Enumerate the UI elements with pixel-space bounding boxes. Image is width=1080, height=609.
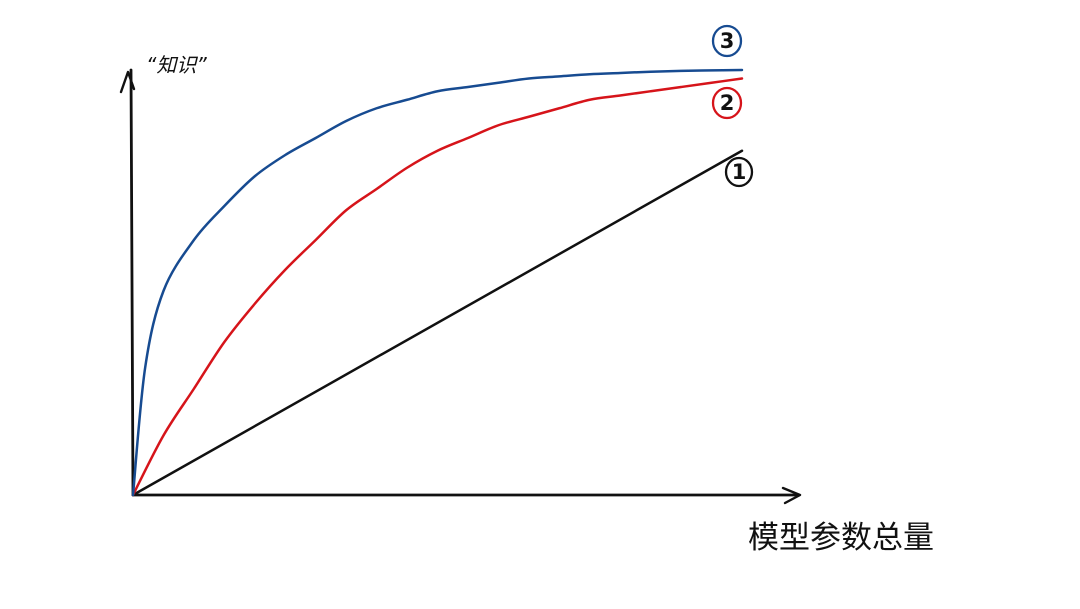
series-marker-label-1: 1 [732, 160, 747, 184]
y-axis-arrow-icon [119, 70, 136, 94]
series-marker-1: 1 [724, 156, 754, 188]
series-line-2 [131, 77, 744, 497]
series-line-1 [131, 149, 744, 497]
series-marker-circle-1 [724, 156, 754, 188]
marker-layer: 1 2 3 [711, 24, 754, 188]
series-layer [131, 68, 744, 497]
series-marker-label-2: 2 [720, 91, 735, 115]
series-marker-label-3: 3 [720, 29, 735, 53]
x-axis-arrow-icon [781, 486, 802, 505]
y-axis-line [129, 68, 135, 497]
x-axis-label: 模型参数总量 [748, 520, 934, 556]
series-marker-3: 3 [711, 24, 743, 58]
series-marker-circle-3 [711, 24, 743, 58]
series-line-3 [131, 68, 744, 497]
series-marker-2: 2 [711, 86, 743, 120]
y-axis-label: “知识” [146, 53, 207, 77]
axes-layer: “知识” 模型参数总量 [119, 53, 934, 556]
series-marker-circle-2 [711, 86, 743, 120]
